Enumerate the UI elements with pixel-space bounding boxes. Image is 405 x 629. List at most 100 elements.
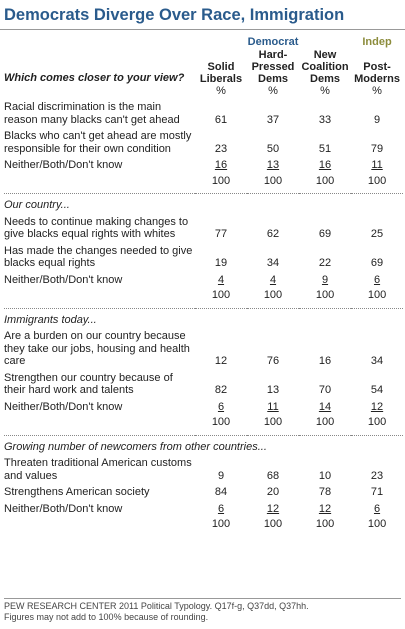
column-header: Solid Liberals <box>199 60 243 85</box>
value: 76 <box>266 355 280 367</box>
unit: % <box>320 84 330 97</box>
cell: 34 <box>351 326 403 368</box>
total-row: 100 100 100 100 <box>4 413 403 435</box>
value: 19 <box>214 257 228 269</box>
row-label: Are a burden on our country because they… <box>4 330 190 367</box>
value: 4 <box>269 273 277 286</box>
total-row: 100 100 100 100 <box>4 286 403 308</box>
row-label: Needs to continue making changes to give… <box>4 215 189 241</box>
value: 9 <box>373 113 381 126</box>
value: 20 <box>266 486 280 498</box>
cell: 16 <box>299 326 351 368</box>
spacer <box>4 515 195 537</box>
value: 50 <box>266 142 280 155</box>
cell: 50 <box>247 126 299 155</box>
value: 79 <box>370 142 384 155</box>
row-label: Neither/Both/Don't know <box>4 159 123 171</box>
unit: % <box>268 84 278 97</box>
total: 100 <box>263 174 283 187</box>
value: 77 <box>214 228 228 240</box>
cell: 34 <box>247 241 299 270</box>
section-heading: Growing number of newcomers from other c… <box>4 434 404 453</box>
value: 12 <box>370 400 384 413</box>
source: PEW RESEARCH CENTER 2011 Political Typol… <box>4 601 309 611</box>
cell: 12 <box>247 499 299 516</box>
value: 12 <box>318 502 332 515</box>
value: 6 <box>373 502 381 515</box>
total: 100 <box>367 416 387 428</box>
cell: 77 <box>195 212 247 241</box>
value: 6 <box>217 400 225 413</box>
column-header: New Coalition Dems <box>301 48 349 85</box>
group-row: Democrat Indep <box>4 30 403 49</box>
cell: 19 <box>195 241 247 270</box>
cell: 14 <box>299 397 351 414</box>
total-row: 100 100 100 100 <box>4 172 403 194</box>
cell: 22 <box>299 241 351 270</box>
total: 100 <box>367 174 387 187</box>
cell: 70 <box>299 368 351 397</box>
value: 23 <box>214 142 228 155</box>
row: Strengthen our country because of their … <box>4 368 403 397</box>
row-label: Threaten traditional American customs an… <box>4 457 192 482</box>
value: 71 <box>370 486 384 498</box>
unit: % <box>216 84 226 97</box>
cell: 12 <box>299 499 351 516</box>
total: 100 <box>315 416 335 428</box>
value: 10 <box>318 469 332 482</box>
value: 6 <box>373 273 381 286</box>
question: Which comes closer to your view? <box>4 72 185 84</box>
cell: 82 <box>195 368 247 397</box>
cell: 68 <box>247 453 299 482</box>
row: Threaten traditional American customs an… <box>4 453 403 482</box>
value: 70 <box>318 384 332 396</box>
value: 23 <box>370 469 384 482</box>
cell: 33 <box>299 97 351 126</box>
row: Are a burden on our country because they… <box>4 326 403 368</box>
note: Figures may not add to 100% because of r… <box>4 612 209 622</box>
cell: 37 <box>247 97 299 126</box>
value: 68 <box>266 469 280 482</box>
value: 69 <box>318 228 332 240</box>
row: Has made the changes needed to give blac… <box>4 241 403 270</box>
row-label: Racial discrimination is the main reason… <box>4 101 180 126</box>
value: 12 <box>266 502 280 515</box>
total: 100 <box>315 289 335 301</box>
section-heading-row: Immigrants today... <box>4 307 404 326</box>
cell: 6 <box>351 270 403 287</box>
row-label: Strengthens American society <box>4 486 150 498</box>
value: 13 <box>266 159 280 171</box>
total: 100 <box>211 416 231 428</box>
cell: 79 <box>351 126 403 155</box>
title: Democrats Diverge Over Race, Immigration <box>0 0 405 30</box>
row: Neither/Both/Don't know 6 12 12 6 <box>4 499 403 516</box>
cell: 69 <box>299 212 351 241</box>
cell: 76 <box>247 326 299 368</box>
value: 84 <box>214 486 228 498</box>
unit: % <box>372 84 382 97</box>
row: Needs to continue making changes to give… <box>4 212 403 241</box>
row: Racial discrimination is the main reason… <box>4 97 403 126</box>
value: 34 <box>266 257 280 269</box>
cell: 9 <box>299 270 351 287</box>
cell: 54 <box>351 368 403 397</box>
cell: 13 <box>247 155 299 172</box>
section-heading: Immigrants today... <box>4 307 404 326</box>
footer: PEW RESEARCH CENTER 2011 Political Typol… <box>4 598 401 623</box>
value: 37 <box>266 113 280 126</box>
cell: 4 <box>195 270 247 287</box>
value: 69 <box>370 257 384 269</box>
value: 16 <box>318 159 332 171</box>
section-heading: Our country... <box>4 193 404 212</box>
row-label: Strengthen our country because of their … <box>4 371 173 397</box>
value: 33 <box>318 113 332 126</box>
total: 100 <box>263 416 283 428</box>
group-label: Indep <box>362 36 392 48</box>
cell: 12 <box>195 326 247 368</box>
value: 25 <box>370 228 384 240</box>
value: 4 <box>217 273 225 286</box>
cell: 16 <box>299 155 351 172</box>
table: Democrat Indep Which comes closer to your … <box>4 30 404 537</box>
units-row: %%%% <box>4 85 403 98</box>
